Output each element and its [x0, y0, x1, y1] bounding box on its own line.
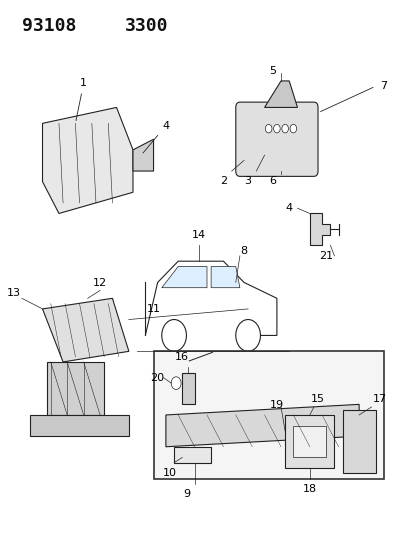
Text: 1: 1 [76, 78, 87, 120]
Text: 14: 14 [191, 230, 205, 240]
FancyBboxPatch shape [30, 415, 128, 436]
Text: 15: 15 [310, 394, 324, 405]
Text: 21: 21 [318, 251, 332, 261]
Polygon shape [174, 447, 211, 463]
Circle shape [290, 124, 296, 133]
Text: 7: 7 [380, 81, 387, 91]
Polygon shape [161, 266, 206, 288]
Text: 20: 20 [150, 373, 164, 383]
Text: 2: 2 [219, 176, 226, 187]
Polygon shape [43, 108, 133, 214]
Text: 13: 13 [7, 288, 21, 298]
Text: 11: 11 [146, 304, 160, 314]
FancyBboxPatch shape [235, 102, 317, 176]
Text: 17: 17 [372, 394, 386, 405]
Text: 4: 4 [142, 120, 169, 153]
Polygon shape [285, 415, 334, 468]
Text: 93108: 93108 [22, 17, 76, 35]
Circle shape [235, 319, 260, 351]
Text: 5: 5 [268, 66, 275, 76]
Text: 9: 9 [183, 489, 190, 499]
Polygon shape [182, 373, 194, 405]
Polygon shape [43, 298, 128, 362]
Text: 3: 3 [244, 176, 251, 187]
Circle shape [281, 124, 288, 133]
Polygon shape [264, 81, 297, 108]
Polygon shape [133, 139, 153, 171]
Polygon shape [166, 405, 358, 447]
Text: 18: 18 [302, 484, 316, 494]
Polygon shape [309, 214, 330, 245]
Text: 8: 8 [240, 246, 247, 256]
Circle shape [161, 319, 186, 351]
Circle shape [265, 124, 271, 133]
Polygon shape [47, 362, 104, 415]
Text: 12: 12 [93, 278, 107, 288]
Polygon shape [293, 425, 325, 457]
Text: 10: 10 [163, 468, 177, 478]
Circle shape [171, 377, 180, 390]
Polygon shape [211, 266, 239, 288]
Text: 19: 19 [269, 400, 283, 410]
Text: 4: 4 [285, 203, 292, 213]
FancyBboxPatch shape [153, 351, 383, 479]
Text: 3300: 3300 [124, 17, 168, 35]
Polygon shape [342, 410, 375, 473]
Circle shape [273, 124, 280, 133]
Text: 6: 6 [268, 176, 275, 187]
Text: 16: 16 [175, 352, 189, 362]
